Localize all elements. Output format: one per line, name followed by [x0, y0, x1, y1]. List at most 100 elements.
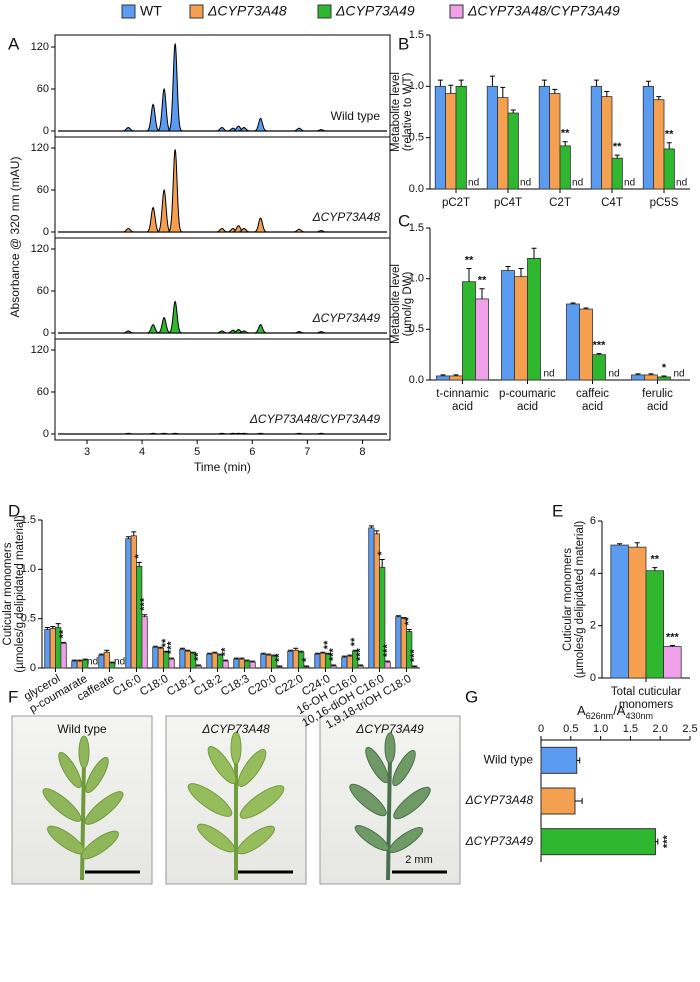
bar: [411, 666, 418, 669]
y-tick-label: 1.0: [409, 273, 424, 285]
x-tick-label: pC2T: [442, 197, 470, 209]
error-bar: [163, 650, 169, 653]
error-bar: [136, 561, 142, 567]
y-tick-label: 0.5: [21, 613, 36, 625]
x-tick-label: 5: [194, 446, 200, 458]
x-tick-label: 2.0: [653, 723, 668, 735]
y-tick-label: 60: [37, 83, 49, 95]
bar: [610, 544, 629, 679]
significance: **: [613, 141, 622, 153]
bar: [136, 565, 143, 669]
x-tick-label: C18:2: [192, 673, 225, 699]
error-bar: [169, 657, 175, 660]
bar: [233, 658, 240, 669]
error-bar: [260, 652, 266, 655]
error-bar: [125, 536, 131, 539]
peak: [144, 103, 161, 132]
bar: [590, 85, 603, 190]
bar: [462, 281, 476, 381]
error-bar: [212, 651, 218, 654]
y-tick-label: 0: [30, 662, 36, 674]
peak: [291, 331, 307, 334]
bar: [49, 628, 56, 669]
error-bar: [385, 660, 391, 663]
y-tick-label: 6: [590, 515, 596, 527]
x-tick-label: 4: [139, 446, 145, 458]
y-tick-label: 0: [43, 428, 49, 440]
bar: [157, 647, 164, 669]
y-tick-label: 120: [31, 344, 49, 356]
significance: **: [274, 653, 286, 662]
y-axis-label: (relative to WT): [402, 73, 414, 152]
bar: [276, 666, 283, 669]
error-bar: [131, 531, 137, 536]
error-bar: [358, 664, 364, 667]
error-bar: [109, 661, 115, 664]
y-tick-label: 60: [37, 184, 49, 196]
bar: [303, 666, 310, 669]
error-bar: [510, 109, 516, 114]
panel-letter: B: [398, 34, 409, 53]
y-axis-label: Cuticular monomers: [2, 542, 14, 645]
error-bar: [593, 79, 599, 87]
error-bar: [244, 659, 250, 662]
bar: [497, 97, 509, 190]
bar: [445, 93, 457, 190]
significance: **: [465, 254, 474, 266]
significance: **: [403, 616, 415, 625]
bar: [540, 746, 578, 774]
bar: [249, 661, 256, 669]
y-axis-label: Metabolite level: [390, 72, 402, 152]
x-tick-label: 6: [249, 446, 255, 458]
bar: [501, 270, 515, 381]
y-tick-label: 0.0: [409, 374, 424, 386]
y-tick-label: 120: [31, 142, 49, 154]
bar: [244, 660, 251, 669]
y-tick-label: 120: [31, 243, 49, 255]
significance: **: [651, 553, 660, 565]
legend-swatch: [189, 4, 204, 19]
x-tick-label: acid: [647, 401, 668, 413]
y-tick-label: ΔCYP73A48: [465, 793, 534, 807]
error-bar: [341, 655, 347, 658]
bar: [601, 96, 613, 190]
x-tick-label: acid: [582, 401, 603, 413]
bar: [395, 616, 402, 669]
value-label: nd: [572, 178, 583, 189]
bar: [663, 646, 682, 679]
bar: [357, 665, 364, 669]
error-bar: [314, 652, 320, 655]
error-bar: [648, 373, 654, 375]
y-tick-label: 0: [43, 327, 49, 339]
peak: [236, 227, 252, 233]
bar: [475, 298, 489, 381]
bar: [195, 665, 202, 669]
y-tick-label: 60: [37, 386, 49, 398]
error-bar: [500, 86, 506, 98]
error-bar: [466, 268, 472, 282]
panel-letter: C: [398, 211, 410, 230]
error-bar: [239, 657, 245, 660]
error-bar: [656, 96, 662, 100]
value-label: nd: [676, 178, 687, 189]
bar: [292, 649, 299, 669]
error-bar: [55, 623, 61, 628]
peak: [236, 330, 252, 334]
bar: [103, 651, 110, 669]
y-axis-label: (µmoles/g delipidated material): [14, 515, 26, 673]
y-tick-label: 1.0: [409, 80, 424, 92]
bar: [341, 656, 348, 669]
x-tick-label: C2T: [549, 197, 571, 209]
peak: [291, 127, 307, 132]
error-bar: [347, 654, 353, 657]
error-bar: [479, 288, 485, 299]
error-bar: [98, 653, 104, 656]
bar: [76, 660, 83, 669]
y-axis-label: Metabolite level: [390, 264, 402, 344]
x-tick-label: C18:3: [219, 673, 252, 699]
x-tick-label: t-cinnamic: [436, 388, 489, 400]
significance: **: [220, 647, 232, 656]
significance: ***: [355, 647, 367, 661]
error-bar: [304, 665, 310, 668]
y-tick-label: 4: [590, 567, 596, 579]
